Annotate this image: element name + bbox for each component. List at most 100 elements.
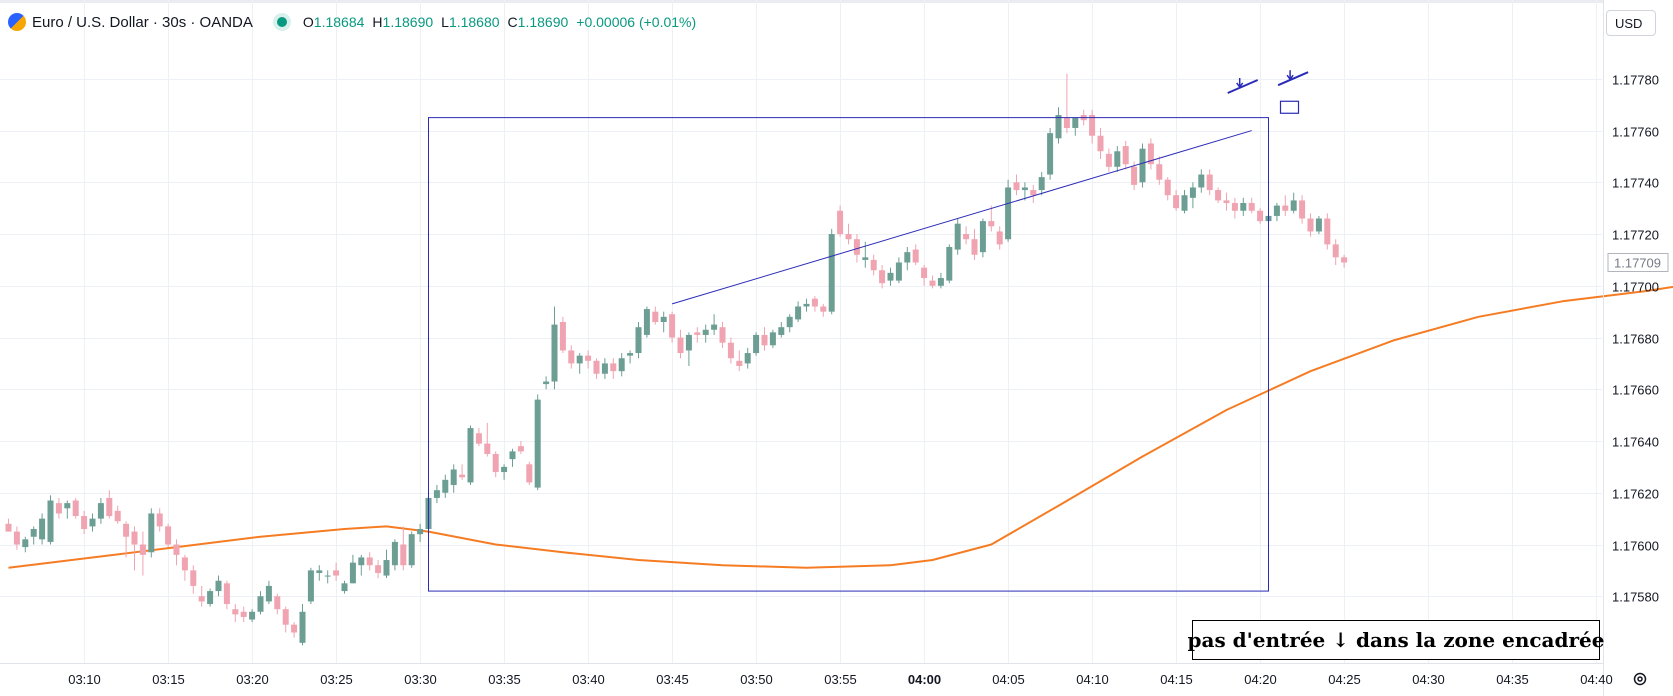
candle-body: [996, 231, 1003, 245]
x-tick-label: 04:20: [1244, 672, 1277, 687]
candle-body: [433, 490, 440, 498]
candle-body: [1047, 133, 1054, 175]
candle-body: [1290, 200, 1297, 211]
currency-flag-icon[interactable]: [8, 13, 26, 31]
candle-body: [1206, 174, 1213, 191]
drawings[interactable]: [428, 70, 1309, 592]
candle: [383, 549, 390, 579]
candle: [1013, 174, 1020, 196]
candle-body: [442, 479, 449, 493]
candle-body: [727, 342, 734, 359]
candle-body: [879, 270, 886, 284]
top-border: [0, 0, 1604, 3]
candle-body: [954, 223, 961, 250]
candle: [139, 531, 146, 576]
candle: [433, 485, 440, 504]
candle: [215, 575, 222, 597]
candle: [576, 353, 583, 374]
candle: [240, 606, 247, 623]
x-tick-label: 03:45: [656, 672, 689, 687]
candle-body: [333, 570, 340, 576]
candle-body: [543, 381, 550, 385]
candle-body: [551, 324, 558, 382]
candle-body: [652, 311, 659, 323]
candle: [744, 347, 751, 369]
candle: [1097, 127, 1104, 160]
candle-body: [778, 327, 785, 335]
market-status-icon[interactable]: [276, 17, 287, 27]
candle-body: [1122, 146, 1129, 165]
candle-body: [979, 221, 986, 253]
candle: [1063, 73, 1070, 134]
candle: [1164, 177, 1171, 201]
candle-body: [509, 451, 516, 460]
candle: [81, 510, 88, 535]
candle: [635, 322, 642, 359]
candle: [1072, 117, 1079, 136]
candle: [660, 311, 667, 333]
zone-rectangle: [428, 117, 1269, 592]
down-arrow-mark: [1277, 70, 1309, 87]
legend-header: Euro / U.S. Dollar · 30s · OANDA O1.1868…: [8, 10, 696, 34]
symbol-title[interactable]: Euro / U.S. Dollar · 30s · OANDA: [32, 13, 253, 31]
candle: [249, 609, 256, 623]
candle-body: [1341, 257, 1348, 263]
candle-body: [1063, 117, 1070, 128]
candle: [1231, 197, 1238, 219]
candle: [828, 228, 835, 315]
y-tick-label: 1.17620: [1612, 487, 1659, 502]
high-value: 1.18690: [382, 14, 434, 30]
candle-body: [887, 272, 894, 281]
annotation-note: pas d'entrée ↓ dans la zone encadrée: [1188, 620, 1605, 660]
currency-select[interactable]: USD: [1606, 10, 1656, 36]
candle: [845, 223, 852, 245]
y-tick-label: 1.17740: [1612, 176, 1659, 191]
candle-body: [501, 466, 508, 473]
candle: [618, 353, 625, 377]
x-tick-label: 03:10: [68, 672, 101, 687]
candle: [1315, 215, 1322, 235]
candle-body: [148, 513, 155, 553]
gear-icon: [1633, 672, 1647, 686]
chart-settings-icon[interactable]: [1630, 669, 1650, 689]
candle: [299, 604, 306, 646]
candle-body: [1257, 210, 1264, 222]
candle: [72, 497, 79, 519]
candle: [769, 329, 776, 348]
x-tick-label: 04:00: [908, 672, 941, 687]
candle: [1038, 171, 1045, 196]
candle-body: [324, 575, 331, 577]
close-value: 1.18690: [517, 14, 569, 30]
candle-body: [475, 433, 482, 444]
candle-body: [207, 591, 214, 605]
time-axis[interactable]: 03:10 03:15 03:20 03:25 03:30 03:35 03:40 03:45…: [68, 672, 1613, 687]
marker-box: [1279, 100, 1300, 114]
y-tick-label: 1.17700: [1612, 280, 1659, 295]
candle: [694, 327, 701, 343]
candle-body: [795, 306, 802, 320]
candle-body: [971, 239, 978, 255]
candle-body: [585, 355, 592, 361]
candle: [123, 521, 130, 558]
candle-body: [257, 596, 264, 612]
candle-body: [5, 523, 12, 532]
candle: [669, 311, 676, 343]
candle-body: [484, 443, 491, 454]
candle: [736, 350, 743, 372]
candle: [685, 332, 692, 366]
candle-body: [459, 474, 466, 478]
candle-body: [358, 557, 365, 566]
candle: [492, 451, 499, 478]
candle-body: [517, 446, 524, 452]
candle-body: [929, 280, 936, 286]
price-axis[interactable]: 1.17580 1.17600 1.17620 1.17640 1.17660 1.176…: [1607, 73, 1669, 605]
candle: [1198, 169, 1205, 193]
candle: [1047, 127, 1054, 180]
candle-body: [1072, 117, 1079, 128]
candle-body: [1240, 202, 1247, 211]
candle: [937, 272, 944, 289]
candle: [282, 606, 289, 633]
candle-body: [106, 497, 113, 517]
candle-body: [1307, 218, 1314, 232]
